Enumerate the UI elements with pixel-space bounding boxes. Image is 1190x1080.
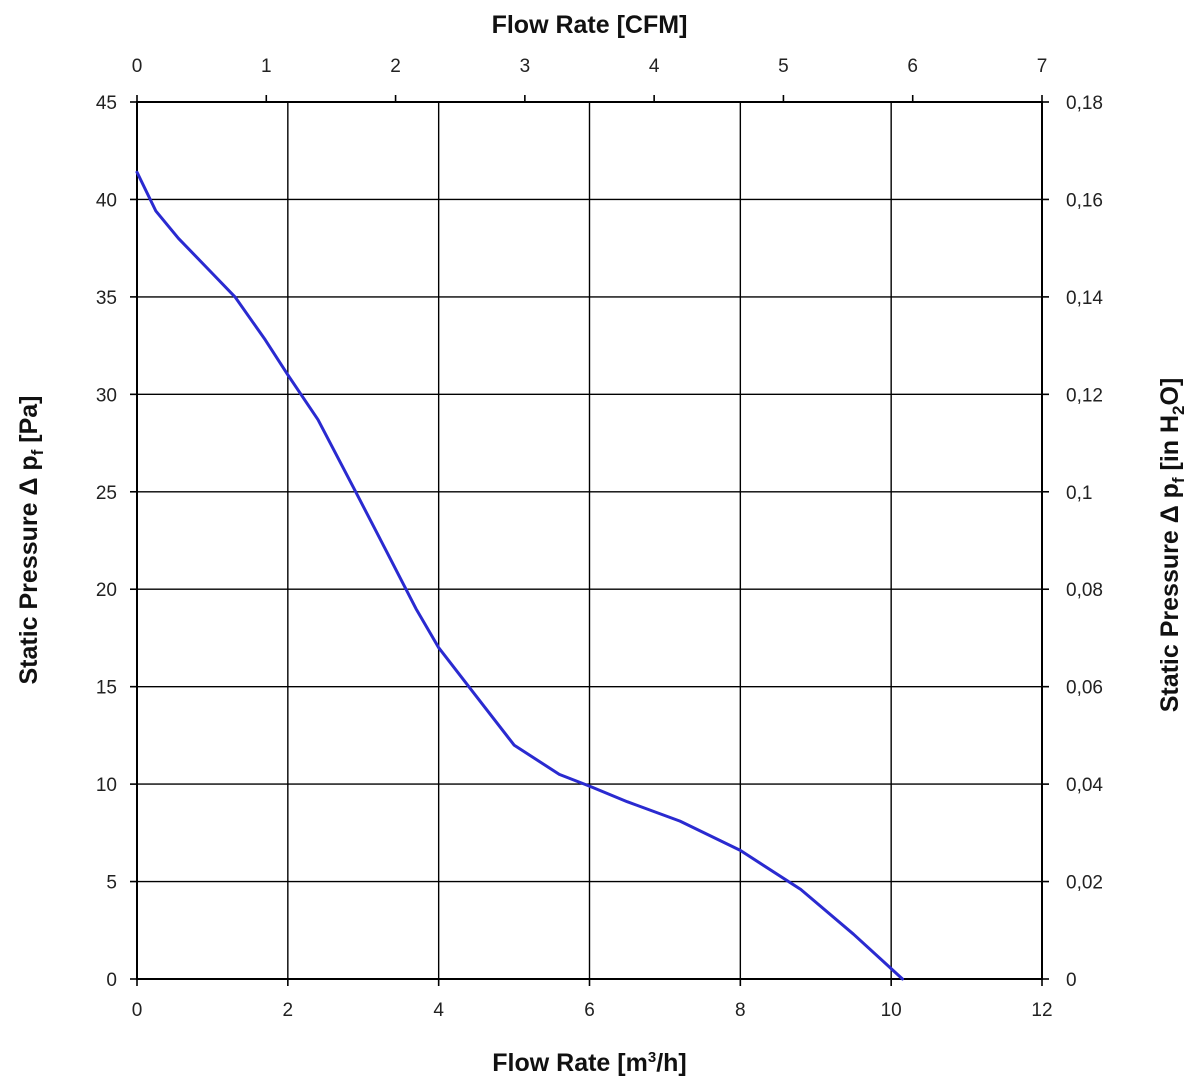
right-axis-title: Static Pressure Δ pf [in H2O]	[1156, 378, 1188, 713]
left-tick-label: 15	[96, 678, 117, 699]
left-tick-label: 35	[96, 288, 117, 309]
bottom-tick-label: 12	[1031, 1000, 1052, 1021]
tick-labels: 0 2 4 6 8 10 120 1 2 3 4 5 6 705101520253035404500,02…	[96, 56, 1104, 1021]
bottom-tick-label: 8	[735, 1000, 746, 1021]
series-line	[135, 170, 904, 981]
top-tick-label: 5	[778, 56, 789, 77]
right-tick-label: 0,02	[1066, 873, 1103, 894]
right-tick-label: 0,08	[1066, 580, 1103, 601]
right-tick-label: 0,1	[1066, 483, 1092, 504]
top-tick-label: 4	[649, 56, 660, 77]
right-tick-label: 0,18	[1066, 93, 1103, 114]
axis-ticks	[130, 95, 1049, 986]
top-tick-label: 3	[520, 56, 531, 77]
top-tick-label: 0	[132, 56, 143, 77]
top-tick-label: 6	[907, 56, 918, 77]
bottom-tick-label: 4	[433, 1000, 444, 1021]
grid-lines	[137, 102, 1042, 979]
left-tick-label: 45	[96, 93, 117, 114]
right-tick-label: 0	[1066, 970, 1077, 991]
left-tick-label: 5	[106, 873, 117, 894]
bottom-tick-label: 2	[283, 1000, 294, 1021]
right-tick-label: 0,06	[1066, 678, 1103, 699]
left-tick-label: 30	[96, 385, 117, 406]
top-axis-title: Flow Rate [CFM]	[492, 11, 688, 39]
left-axis-title: Static Pressure Δ pf [Pa]	[15, 395, 47, 684]
bottom-tick-label: 10	[881, 1000, 902, 1021]
left-tick-label: 20	[96, 580, 117, 601]
top-tick-label: 2	[390, 56, 401, 77]
left-tick-label: 10	[96, 775, 117, 796]
left-tick-label: 40	[96, 190, 117, 211]
top-tick-label: 7	[1037, 56, 1048, 77]
right-tick-label: 0,12	[1066, 385, 1103, 406]
bottom-tick-label: 6	[584, 1000, 595, 1021]
bottom-axis-title: Flow Rate [m3/h]	[492, 1049, 686, 1077]
top-tick-label: 1	[261, 56, 272, 77]
right-tick-label: 0,16	[1066, 190, 1103, 211]
right-tick-label: 0,14	[1066, 288, 1103, 309]
bottom-tick-label: 0	[132, 1000, 143, 1021]
left-tick-label: 0	[106, 970, 117, 991]
left-tick-label: 25	[96, 483, 117, 504]
right-tick-label: 0,04	[1066, 775, 1103, 796]
